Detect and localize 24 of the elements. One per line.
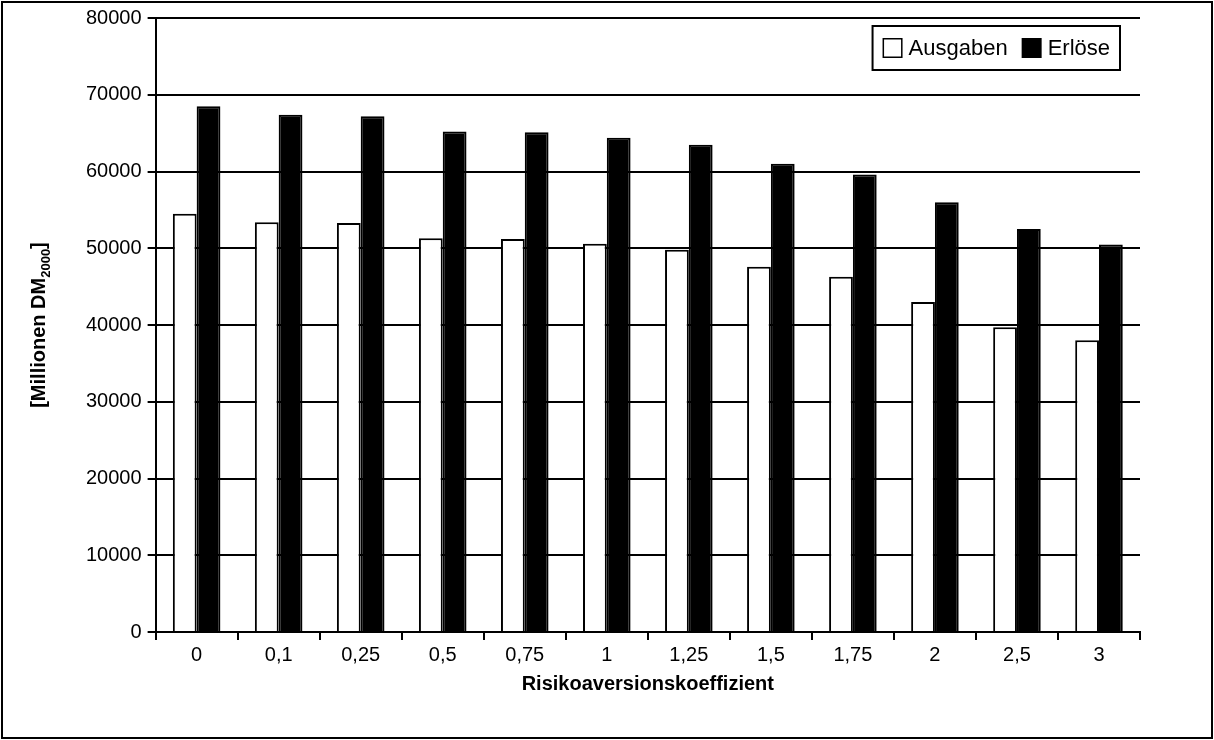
y-tick-label: 50000: [85, 235, 142, 258]
x-tick-label: 0,1: [264, 642, 293, 665]
y-tick-label: 0: [130, 619, 142, 642]
x-tick-label: 0,25: [341, 642, 381, 665]
x-tick-label: 1,5: [756, 642, 785, 665]
legend-label: Ausgaben: [908, 35, 1008, 61]
y-tick-label: 40000: [85, 312, 142, 335]
x-tick-label: 2,5: [1003, 642, 1031, 665]
y-tick-label: 80000: [85, 5, 142, 28]
x-tick-label: 3: [1093, 642, 1105, 665]
y-tick-label: 60000: [85, 159, 142, 182]
y-tick-label: 70000: [85, 82, 142, 105]
x-tick-label: 1,25: [669, 642, 709, 665]
x-tick-label: 0: [191, 642, 203, 665]
x-tick-label: 1,75: [833, 642, 873, 665]
x-tick-label: 1: [601, 642, 613, 665]
x-axis-title: Risikoaversionskoeffizient: [521, 671, 775, 694]
y-tick-label: 20000: [85, 466, 142, 489]
x-tick-label: 0,5: [428, 642, 457, 665]
y-tick-label: 10000: [85, 542, 142, 565]
legend-label: Erlöse: [1047, 35, 1110, 61]
x-tick-label: 0,75: [505, 642, 545, 665]
y-tick-label: 30000: [85, 389, 142, 412]
x-tick-label: 2: [929, 642, 941, 665]
